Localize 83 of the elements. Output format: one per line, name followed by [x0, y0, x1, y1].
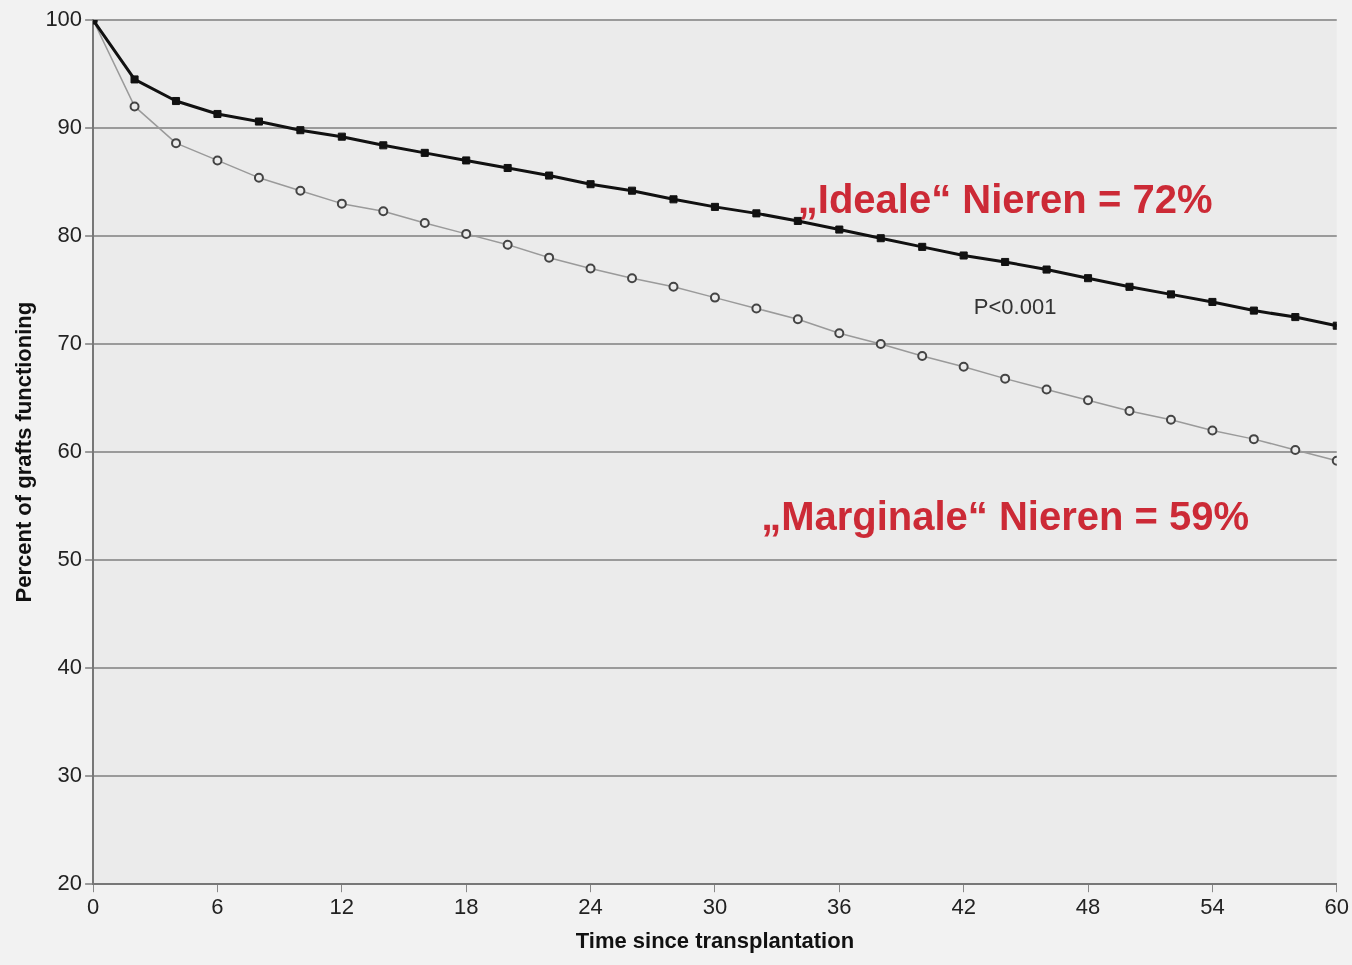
point [792, 314, 803, 325]
point [1042, 265, 1051, 274]
point [502, 239, 513, 250]
point [296, 126, 305, 135]
point [337, 132, 346, 141]
x-tick-label: 24 [578, 894, 603, 920]
x-tick-label: 30 [702, 894, 728, 920]
point [336, 198, 347, 209]
point [917, 350, 928, 361]
series-label: „Ideale“ Nieren = 72% [797, 177, 1213, 222]
series-label: „Marginale“ Nieren = 59% [761, 493, 1250, 538]
x-tick-label: 12 [329, 894, 355, 920]
y-tick-label: 90 [57, 114, 83, 140]
point [1248, 434, 1259, 445]
y-tick-label: 60 [57, 438, 83, 464]
point [751, 303, 762, 314]
point [668, 281, 679, 292]
point [213, 109, 222, 119]
point [545, 171, 554, 180]
point [585, 263, 596, 274]
point [1124, 406, 1135, 417]
x-tick-label: 54 [1200, 894, 1225, 920]
y-axis-title: Percent of grafts functioning [11, 301, 37, 603]
point [1041, 384, 1052, 395]
point [461, 228, 472, 239]
point [171, 138, 182, 149]
annotation: P<0.001 [973, 294, 1057, 320]
point [1084, 274, 1093, 283]
x-axis-title: Time since transplantation [575, 927, 855, 953]
point [1208, 297, 1217, 306]
point [1165, 414, 1176, 425]
point [876, 234, 885, 243]
point [212, 155, 223, 166]
point [503, 163, 512, 173]
point [710, 202, 719, 211]
point [1083, 395, 1094, 406]
x-tick-label: 36 [827, 894, 852, 920]
point [752, 209, 761, 218]
point [834, 328, 845, 339]
point [254, 117, 263, 126]
x-tick-label: 18 [453, 894, 479, 920]
point [586, 180, 595, 189]
y-tick-label: 50 [57, 546, 83, 572]
x-tick-label: 0 [86, 894, 100, 920]
y-tick-label: 80 [57, 222, 83, 248]
point [462, 156, 471, 165]
point [295, 185, 306, 196]
x-tick-label: 60 [1324, 894, 1350, 920]
point [1291, 313, 1300, 322]
point [379, 141, 388, 150]
point [958, 361, 969, 372]
point [669, 195, 678, 204]
point [129, 101, 140, 112]
x-tick-label: 6 [211, 894, 224, 920]
point [918, 242, 927, 251]
point [1000, 373, 1011, 384]
point [1166, 290, 1175, 299]
point [875, 339, 886, 350]
point [1125, 282, 1134, 291]
point [1207, 425, 1218, 436]
x-tick-label: 48 [1075, 894, 1101, 920]
y-tick-label: 40 [57, 654, 83, 680]
point [1001, 257, 1010, 267]
x-tick-label: 42 [951, 894, 976, 920]
point [627, 273, 638, 284]
y-tick-label: 20 [57, 870, 83, 896]
point [627, 186, 637, 195]
point [378, 206, 389, 217]
point [793, 216, 802, 225]
point [959, 251, 968, 260]
point [835, 225, 844, 234]
point [544, 252, 555, 263]
y-tick-label: 100 [45, 6, 83, 32]
y-tick-label: 70 [57, 330, 83, 356]
point [420, 148, 429, 157]
point [171, 96, 181, 106]
point [130, 75, 139, 84]
point [419, 218, 430, 229]
point [1290, 444, 1301, 455]
point [1249, 306, 1258, 315]
point [253, 172, 264, 183]
y-tick-label: 30 [57, 762, 83, 788]
point [709, 292, 720, 303]
